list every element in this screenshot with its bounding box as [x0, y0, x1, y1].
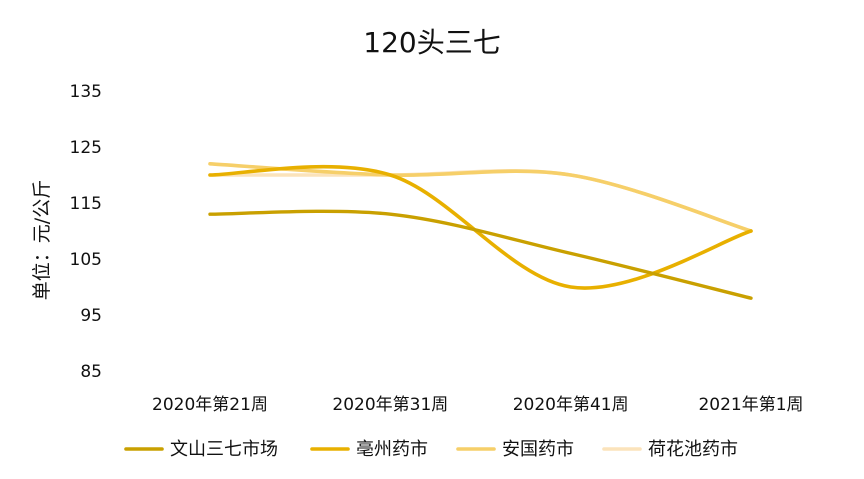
y-axis-label-group: 单位：元/公斤: [31, 180, 53, 300]
y-tick-label-5: 95: [80, 306, 102, 326]
legend-label-2: 亳州药市: [356, 439, 428, 460]
x-tick-label-4: 2021年第1周: [698, 395, 803, 415]
x-axis-ticks: 2020年第21周 2020年第31周 2020年第41周 2021年第1周: [152, 395, 804, 415]
legend: 文山三七市场 亳州药市 安国药市 荷花池药市: [124, 439, 738, 460]
chart-title: 120头三七: [363, 26, 500, 59]
legend-label-4: 荷花池药市: [648, 439, 738, 460]
y-axis-label: 单位：元/公斤: [31, 180, 53, 300]
legend-label-3: 安国药市: [502, 439, 574, 460]
legend-item-1: 文山三七市场: [124, 439, 278, 460]
y-tick-label-3: 115: [70, 194, 102, 214]
y-tick-label-6: 85: [80, 362, 102, 382]
legend-item-3: 安国药市: [456, 439, 574, 460]
legend-item-2: 亳州药市: [310, 439, 428, 460]
y-tick-label-2: 125: [70, 138, 102, 158]
legend-label-1: 文山三七市场: [170, 439, 278, 460]
legend-item-4: 荷花池药市: [602, 439, 738, 460]
series-line-1: [208, 209, 753, 300]
y-axis-ticks: 135 125 115 105 95 85: [70, 82, 102, 382]
x-tick-label-2: 2020年第31周: [332, 395, 448, 415]
y-tick-label-4: 105: [70, 250, 102, 270]
x-tick-label-3: 2020年第41周: [513, 395, 629, 415]
series-line-2: [208, 164, 753, 290]
x-tick-label-1: 2020年第21周: [152, 395, 268, 415]
y-tick-label-1: 135: [70, 82, 102, 102]
series-lines: [208, 162, 753, 300]
